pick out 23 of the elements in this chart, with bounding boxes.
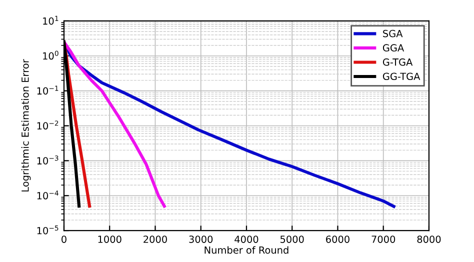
- legend-label: G-TGA: [382, 58, 413, 66]
- legend-label: SGA: [383, 30, 403, 38]
- x-tick-label: 3000: [189, 236, 213, 243]
- legend-label: GG-TGA: [382, 72, 420, 80]
- y-tick-label: 10$^{−5}$: [37, 226, 58, 234]
- legend-label: GGA: [382, 44, 404, 52]
- y-tick-label: 10$^{1}$: [43, 16, 58, 25]
- x-axis-title: Number of Round: [204, 246, 288, 254]
- x-tick-label: 6000: [326, 236, 350, 243]
- line-series: [64, 40, 166, 208]
- y-axis-title: Logrithmic Estimation Error: [21, 59, 31, 192]
- x-tick-label: 8000: [417, 236, 441, 243]
- x-tick-label: 5000: [280, 236, 304, 243]
- y-tick-label: 10$^{−2}$: [37, 120, 58, 130]
- x-tick-label: 1000: [98, 236, 122, 243]
- y-tick-label: 10$^{0}$: [43, 50, 58, 60]
- y-tick-label: 10$^{−1}$: [37, 86, 58, 95]
- x-tick-label: 2000: [144, 236, 167, 243]
- x-tick-label: 4000: [234, 236, 258, 243]
- y-tick-label: 10$^{−3}$: [37, 156, 58, 164]
- x-tick-label: 0: [62, 236, 66, 243]
- x-tick-label: 7000: [372, 236, 396, 243]
- y-tick-label: 10$^{−4}$: [37, 190, 58, 200]
